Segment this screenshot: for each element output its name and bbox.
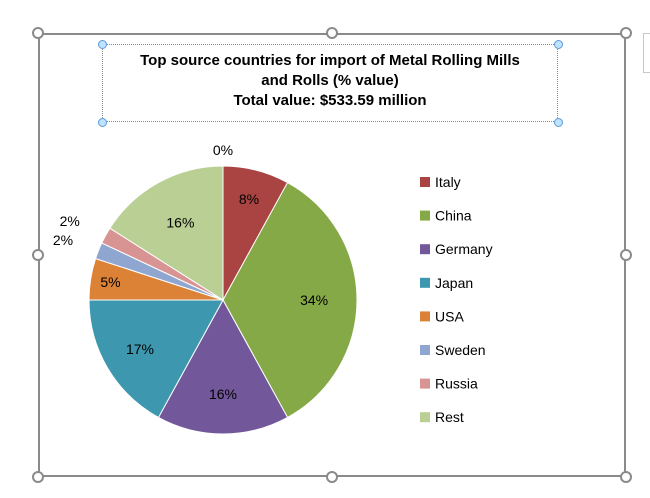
resize-handle-bottom-left[interactable] [32,471,44,483]
resize-handle-bottom-center[interactable] [326,471,338,483]
legend-label-usa: USA [435,308,464,324]
legend-swatch-sweden [420,345,430,355]
data-label-usa: 5% [100,274,120,290]
pie-slice-germany[interactable] [157,298,289,435]
title-handle-top-left[interactable] [98,40,107,49]
resize-handle-top-left[interactable] [32,27,44,39]
legend-swatch-usa [420,311,430,322]
chart-title-line-1: Top source countries for import of Metal… [140,52,520,69]
data-label-italy: 8% [239,191,259,207]
legend-swatch-china [420,210,430,221]
legend-label-japan: Japan [435,275,473,291]
legend-swatch-russia [420,378,430,389]
resize-handle-bottom-right[interactable] [620,471,632,483]
chart-title-line-2: and Rolls (% value) [261,72,399,89]
resize-handle-middle-left[interactable] [32,249,44,261]
chart-title-line-3: Total value: $533.59 million [233,92,427,109]
legend-swatch-italy [420,177,430,187]
pie-slice-japan[interactable] [88,299,224,419]
pie-slice-rest[interactable] [109,165,224,301]
chart-title[interactable]: Top source countries for import of Metal… [102,44,558,122]
data-label-sweden: 2% [53,232,73,248]
legend-label-germany: Germany [435,241,493,257]
title-handle-bottom-right[interactable] [554,118,563,127]
legend-swatch-rest [420,412,430,423]
title-handle-bottom-left[interactable] [98,118,107,127]
resize-handle-top-center[interactable] [326,27,338,39]
legend-label-china: China [435,208,472,224]
data-label-china: 34% [300,292,328,308]
legend-label-sweden: Sweden [435,342,486,358]
resize-handle-middle-right[interactable] [620,249,632,261]
legend-label-italy: Italy [435,174,461,190]
pie-slice-china[interactable] [222,181,358,419]
legend-label-russia: Russia [435,376,478,392]
title-handle-top-right[interactable] [554,40,563,49]
data-label-rest: 16% [166,215,194,231]
resize-handle-top-right[interactable] [620,27,632,39]
legend-swatch-japan [420,277,430,288]
legend-swatch-germany [420,244,430,255]
data-label-russia: 2% [60,213,80,229]
data-label-japan: 17% [126,341,154,357]
data-label-germany: 16% [209,386,237,402]
data-label-unlabeled: 0% [213,142,233,158]
side-panel-tab[interactable] [643,33,650,73]
legend-label-rest: Rest [435,409,464,425]
